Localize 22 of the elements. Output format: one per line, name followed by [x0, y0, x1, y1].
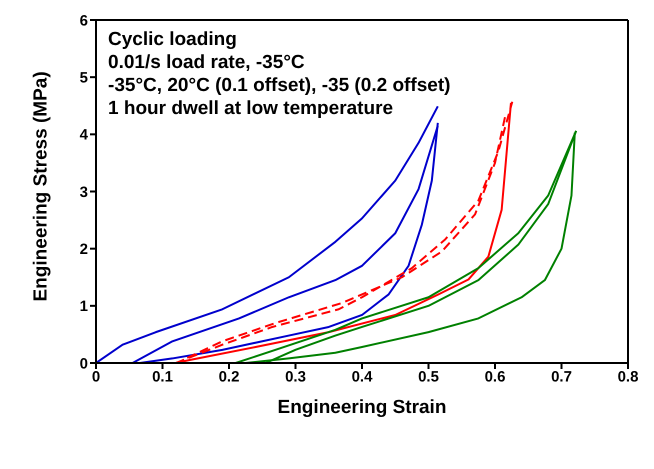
annotation: 0.01/s load rate, -35°C	[108, 51, 306, 74]
x-tick-label: 0.3	[285, 368, 306, 386]
annotation: 1 hour dwell at low temperature	[108, 97, 394, 120]
x-tick-label: 0.2	[218, 368, 240, 386]
y-tick-label: 0	[80, 355, 88, 372]
y-tick-label: 2	[80, 240, 88, 258]
x-tick-label: 0.5	[418, 368, 439, 386]
y-tick-label: 1	[80, 298, 88, 316]
x-tick-label: 0.1	[152, 368, 173, 386]
y-tick-label: 6	[80, 12, 88, 30]
x-tick-label: 0	[92, 368, 100, 386]
x-tick-label: 0.8	[618, 368, 638, 386]
y-axis-title: Engineering Stress (MPa)	[30, 71, 52, 302]
x-tick-label: 0.6	[484, 368, 506, 386]
x-tick-label: 0.4	[352, 368, 374, 386]
x-axis-title: Engineering Strain	[278, 397, 446, 418]
y-tick-label: 4	[80, 126, 89, 144]
y-tick-label: 5	[80, 69, 88, 86]
y-tick-label: 3	[80, 184, 88, 201]
text: Cyclic loading	[108, 28, 238, 51]
x-tick-label: 0.7	[551, 368, 572, 386]
annotation: -35°C, 20°C (0.1 offset), -35 (0.2 offset)	[108, 74, 451, 97]
